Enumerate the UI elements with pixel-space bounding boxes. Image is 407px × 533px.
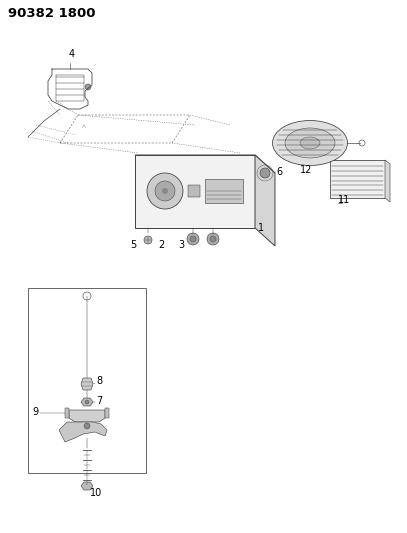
Polygon shape [330, 160, 385, 198]
Text: 4: 4 [69, 49, 75, 59]
Text: 90382 1800: 90382 1800 [8, 7, 96, 20]
Polygon shape [105, 408, 109, 418]
Circle shape [260, 168, 270, 178]
Bar [28, 288, 146, 473]
Circle shape [210, 236, 216, 242]
Polygon shape [65, 408, 69, 418]
Circle shape [187, 233, 199, 245]
Circle shape [85, 84, 91, 90]
Circle shape [83, 292, 91, 300]
Text: 8: 8 [96, 376, 102, 386]
Circle shape [84, 423, 90, 429]
Text: 6: 6 [276, 167, 282, 177]
Polygon shape [81, 482, 93, 490]
Text: 1: 1 [258, 223, 264, 233]
Circle shape [190, 236, 196, 242]
Ellipse shape [285, 128, 335, 158]
Text: 12: 12 [300, 165, 313, 175]
Circle shape [155, 181, 175, 201]
Text: 10: 10 [90, 488, 102, 498]
Polygon shape [69, 410, 105, 422]
Bar [188, 185, 200, 197]
Text: A: A [82, 124, 86, 129]
Polygon shape [81, 378, 93, 390]
Circle shape [144, 236, 152, 244]
Circle shape [147, 173, 183, 209]
Text: 9: 9 [32, 407, 38, 417]
Ellipse shape [273, 120, 348, 166]
Text: 5: 5 [130, 240, 136, 250]
Text: 11: 11 [338, 195, 350, 205]
Circle shape [85, 400, 89, 404]
Text: 7: 7 [96, 396, 102, 406]
Polygon shape [59, 422, 107, 442]
Text: 2: 2 [158, 240, 164, 250]
Text: 3: 3 [178, 240, 184, 250]
Polygon shape [135, 155, 255, 228]
Circle shape [207, 233, 219, 245]
Polygon shape [255, 155, 275, 246]
Circle shape [162, 188, 168, 194]
Polygon shape [81, 398, 93, 406]
Polygon shape [135, 155, 275, 173]
Polygon shape [385, 160, 390, 202]
Bar [205, 179, 243, 203]
Ellipse shape [300, 137, 320, 149]
